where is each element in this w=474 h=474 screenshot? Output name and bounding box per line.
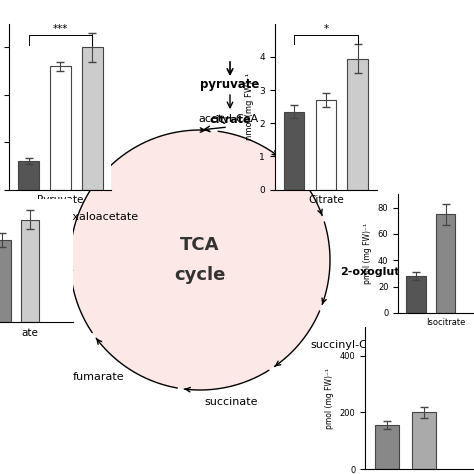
Text: citrate: citrate bbox=[210, 115, 251, 125]
Y-axis label: nmol (mg FW)⁻¹: nmol (mg FW)⁻¹ bbox=[245, 73, 254, 140]
X-axis label: Isocitrate: Isocitrate bbox=[426, 319, 465, 328]
Bar bbox=[283, 112, 304, 190]
Text: cycle: cycle bbox=[174, 266, 226, 284]
Bar bbox=[347, 59, 368, 190]
Y-axis label: pmol (mg FW)⁻¹: pmol (mg FW)⁻¹ bbox=[363, 223, 372, 284]
Bar bbox=[412, 412, 436, 469]
Text: *: * bbox=[323, 24, 328, 34]
Text: malate: malate bbox=[19, 299, 62, 309]
Bar bbox=[21, 219, 38, 322]
Text: isocitrate: isocitrate bbox=[312, 170, 364, 180]
Bar bbox=[82, 47, 103, 190]
Bar bbox=[18, 161, 39, 190]
Text: TCA: TCA bbox=[180, 236, 220, 254]
X-axis label: Pyruvate: Pyruvate bbox=[37, 195, 83, 205]
Text: pyruvate: pyruvate bbox=[201, 78, 260, 91]
X-axis label: ate: ate bbox=[21, 328, 38, 338]
Text: fumarate: fumarate bbox=[72, 372, 124, 382]
Text: succinate: succinate bbox=[204, 397, 257, 407]
Y-axis label: pmol (mg FW)⁻¹: pmol (mg FW)⁻¹ bbox=[325, 368, 334, 428]
Text: acetyl-CoA: acetyl-CoA bbox=[198, 114, 258, 124]
Circle shape bbox=[70, 130, 330, 390]
Text: ***: *** bbox=[53, 24, 68, 34]
Bar bbox=[406, 276, 426, 313]
Bar bbox=[375, 425, 399, 469]
Bar bbox=[316, 100, 336, 190]
Bar bbox=[50, 66, 71, 190]
X-axis label: Citrate: Citrate bbox=[308, 195, 344, 205]
Bar bbox=[436, 214, 455, 313]
Text: succinyl-CoA: succinyl-CoA bbox=[311, 340, 382, 350]
Text: oxaloacetate: oxaloacetate bbox=[67, 212, 139, 222]
Text: 2-oxoglutarate: 2-oxoglutarate bbox=[340, 267, 433, 277]
Bar bbox=[0, 240, 11, 322]
